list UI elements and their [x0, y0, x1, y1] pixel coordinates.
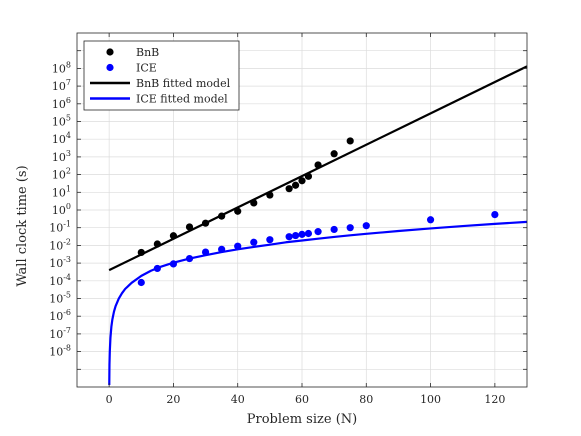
data-point-ice	[285, 233, 293, 241]
data-point-bnb	[285, 185, 293, 193]
y-tick-label: 101	[52, 184, 71, 199]
x-tick-label: 100	[420, 393, 441, 406]
y-tick-label: 103	[52, 149, 71, 164]
x-tick-label: 0	[106, 393, 113, 406]
y-tick-label: 108	[52, 60, 71, 75]
y-tick-label: 10-2	[49, 237, 71, 252]
data-point-bnb	[169, 232, 178, 240]
data-point-ice	[304, 229, 313, 238]
x-tick-label: 60	[295, 393, 309, 406]
y-tick-label: 10-5	[49, 291, 71, 306]
x-tick-label: 20	[166, 393, 180, 406]
data-point-bnb	[218, 212, 226, 220]
data-point-ice	[169, 260, 178, 268]
data-point-ice	[362, 222, 370, 230]
data-points	[137, 137, 499, 287]
legend-label: ICE	[136, 62, 157, 75]
x-tick-label: 80	[359, 393, 373, 406]
legend-label: ICE fitted model	[136, 93, 228, 106]
ticks: 0 20 40 60 80 100 120 108 107 106 105 104 103 102 101 1…	[49, 33, 527, 406]
data-point-ice	[201, 248, 210, 256]
legend: BnB ICE BnB fitted model ICE fitted model	[83, 40, 240, 111]
y-tick-label: 10-1	[49, 220, 71, 235]
y-tick-label: 10-7	[49, 326, 71, 341]
data-point-bnb	[346, 137, 354, 145]
data-point-ice	[330, 225, 338, 234]
x-axis-label: Problem size (N)	[247, 412, 357, 427]
x-tick-label: 120	[484, 393, 505, 406]
data-point-ice	[250, 238, 258, 246]
legend-swatch-marker	[106, 63, 114, 72]
data-point-ice	[153, 264, 161, 273]
y-tick-label: 100	[52, 202, 71, 217]
y-tick-label: 106	[52, 96, 71, 111]
legend-swatch-marker	[106, 48, 114, 56]
x-tick-label: 40	[231, 393, 245, 406]
data-point-ice	[234, 242, 242, 250]
legend-label: BnB fitted model	[136, 77, 231, 90]
y-tick-label: 102	[52, 167, 71, 182]
data-point-ice	[426, 216, 435, 224]
data-point-ice	[266, 236, 274, 244]
data-point-ice	[491, 210, 499, 219]
y-tick-label: 10-8	[49, 344, 71, 359]
data-point-bnb	[266, 191, 274, 199]
y-tick-label: 105	[52, 114, 71, 129]
y-tick-label: 107	[52, 78, 71, 93]
data-point-bnb	[298, 177, 306, 185]
data-point-bnb	[250, 199, 258, 207]
y-tick-label: 10-3	[49, 255, 71, 270]
y-tick-label: 104	[52, 131, 71, 146]
data-point-bnb	[137, 248, 145, 257]
data-point-bnb	[291, 181, 300, 189]
data-point-ice	[218, 245, 226, 253]
data-point-bnb	[234, 207, 242, 215]
data-point-bnb	[314, 161, 322, 169]
data-point-ice	[185, 254, 194, 263]
data-point-bnb	[153, 240, 161, 248]
y-tick-label: 10-6	[49, 308, 71, 323]
data-point-ice	[298, 230, 306, 238]
data-point-bnb	[201, 219, 210, 227]
data-point-bnb	[185, 223, 194, 231]
data-point-ice	[291, 231, 300, 240]
data-point-ice	[346, 224, 354, 232]
y-tick-label: 10-4	[49, 273, 71, 288]
y-axis-label: Wall clock time (s)	[15, 165, 30, 286]
legend-label: BnB	[136, 46, 159, 59]
data-point-ice	[137, 278, 145, 287]
data-point-bnb	[304, 172, 313, 180]
data-point-ice	[314, 228, 322, 236]
data-point-bnb	[330, 150, 338, 158]
